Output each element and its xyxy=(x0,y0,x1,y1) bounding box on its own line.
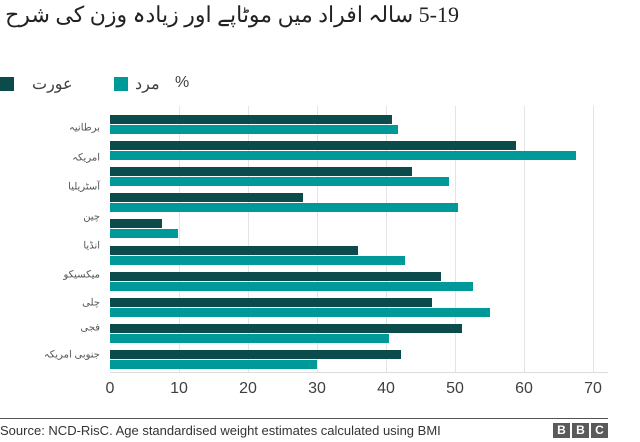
bar-female xyxy=(110,297,432,307)
x-tick-label: 0 xyxy=(105,380,115,397)
bar-female xyxy=(110,115,392,124)
bar-female xyxy=(110,349,402,359)
category-label: آسٹریلیا xyxy=(68,181,100,193)
bar-female xyxy=(110,271,442,281)
gridline xyxy=(248,106,249,372)
x-tick-label: 60 xyxy=(515,380,533,397)
gridline xyxy=(179,106,180,372)
bbc-logo-letter: B xyxy=(553,423,570,438)
bbc-logo-letter: B xyxy=(572,423,589,438)
x-axis-line xyxy=(110,372,608,373)
bbc-logo: B B C xyxy=(553,423,608,438)
gridline xyxy=(593,106,594,372)
x-tick-label: 50 xyxy=(446,380,464,397)
x-tick-label: 20 xyxy=(239,380,257,397)
category-label: فجی xyxy=(80,322,100,334)
legend-label-male: مرد xyxy=(135,76,160,93)
plot-area: 0 10 20 30 40 50 60 70 برطانیہ امریکہ آسٹریلیا چین ا… xyxy=(43,106,608,397)
x-tick-label: 40 xyxy=(377,380,395,397)
x-tick-label: 70 xyxy=(584,380,602,397)
category-label: چین xyxy=(83,211,100,223)
bar-male xyxy=(110,307,491,317)
bar-male xyxy=(110,125,398,134)
bar-male xyxy=(110,151,577,161)
legend-unit: % xyxy=(175,74,190,91)
category-label: چلی xyxy=(82,297,100,309)
bar-female xyxy=(110,193,303,203)
legend-label-female: عورت xyxy=(32,76,73,93)
gridline xyxy=(317,106,318,372)
bar-male xyxy=(110,177,449,187)
x-tick-label: 30 xyxy=(308,380,326,397)
bar-male xyxy=(110,281,473,291)
bar-male xyxy=(110,255,405,265)
legend-swatch-female xyxy=(0,77,14,91)
chart-title: 5-19 سالہ افراد میں موٹاپے اور زیادہ وزن… xyxy=(5,2,459,27)
footer-divider xyxy=(0,418,608,419)
bar-male xyxy=(110,359,317,369)
category-label: میکسیکو xyxy=(63,269,100,281)
x-tick-label: 10 xyxy=(170,380,188,397)
gridline xyxy=(524,106,525,372)
gridline xyxy=(455,106,456,372)
bbc-logo-letter: C xyxy=(591,423,608,438)
bar-female xyxy=(110,323,462,333)
bar-male xyxy=(110,229,178,239)
bar-female xyxy=(110,167,413,177)
category-label: برطانیہ xyxy=(69,122,100,134)
category-label: انڈیا xyxy=(83,240,100,252)
bar-female xyxy=(110,245,358,255)
legend-swatch-male xyxy=(114,77,128,91)
bar-female xyxy=(110,219,162,229)
category-label: امریکہ xyxy=(72,152,100,164)
bar-male xyxy=(110,333,390,343)
source-note: Source: NCD-RisC. Age standardised weigh… xyxy=(0,423,441,438)
gridline xyxy=(386,106,387,372)
category-label: جنوبی امریکہ xyxy=(43,349,100,361)
bar-male xyxy=(110,203,459,213)
legend: عورت مرد % xyxy=(0,74,200,94)
bar-female xyxy=(110,141,517,151)
